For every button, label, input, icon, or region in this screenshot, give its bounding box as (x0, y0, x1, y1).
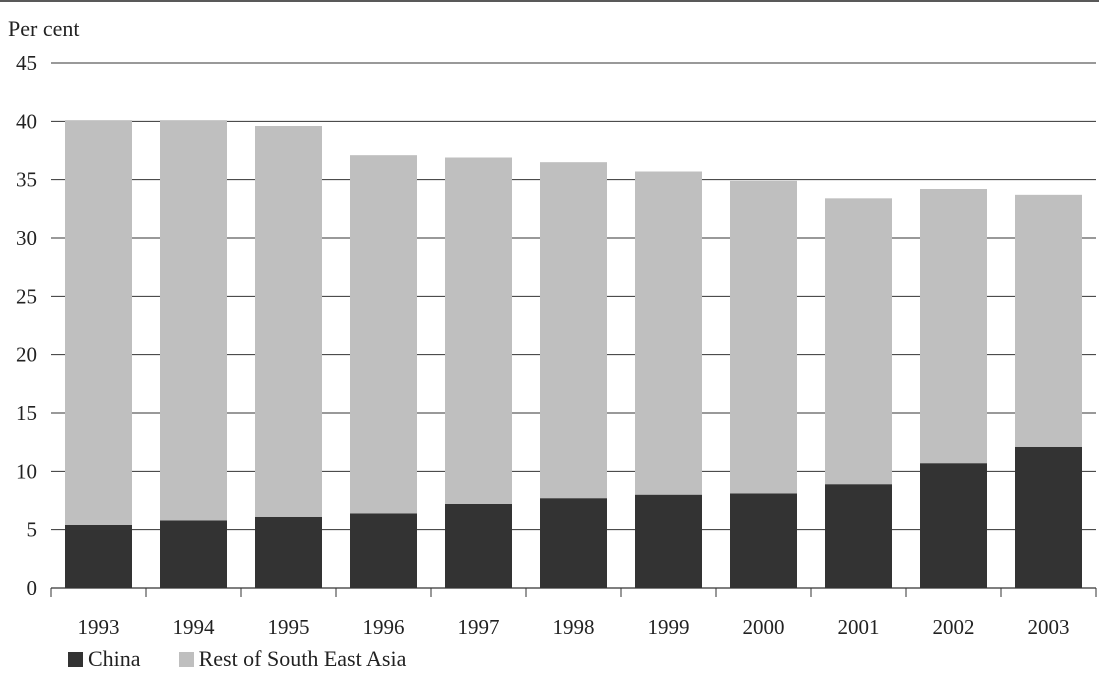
y-tick-label: 25 (16, 284, 37, 308)
bars (65, 120, 1082, 588)
legend-label-china: China (88, 646, 141, 671)
x-tick-label: 2001 (838, 615, 880, 639)
bar-rest-of-south-east-asia-1995 (255, 126, 322, 517)
y-tick-label: 40 (16, 109, 37, 133)
bar-china-1999 (635, 494, 702, 588)
bar-china-2000 (730, 493, 797, 588)
x-tick-label: 1993 (78, 615, 120, 639)
y-axis-title: Per cent (8, 16, 79, 41)
y-tick-label: 30 (16, 226, 37, 250)
x-tick-label: 1997 (458, 615, 500, 639)
x-tick-label: 1996 (363, 615, 405, 639)
bar-china-2003 (1015, 446, 1082, 588)
y-tick-label: 20 (16, 343, 37, 367)
y-tick-label: 35 (16, 168, 37, 192)
x-tick-label: 1999 (648, 615, 690, 639)
x-tick-label: 1994 (173, 615, 216, 639)
legend-item-rest-of-south-east-asia: Rest of South East Asia (178, 646, 407, 671)
bar-china-1998 (540, 498, 607, 588)
x-tick-label: 1995 (268, 615, 310, 639)
x-tick-label: 2000 (743, 615, 785, 639)
y-tick-label: 5 (27, 518, 38, 542)
bar-china-1993 (65, 525, 132, 588)
bar-china-1995 (255, 516, 322, 588)
bar-rest-of-south-east-asia-1993 (65, 120, 132, 526)
y-tick-label: 0 (27, 576, 38, 600)
bar-rest-of-south-east-asia-1996 (350, 155, 417, 514)
bar-china-2001 (825, 484, 892, 588)
legend-swatch-china (68, 651, 83, 667)
legend: China Rest of South East Asia (68, 648, 444, 670)
bar-rest-of-south-east-asia-1998 (540, 162, 607, 499)
tick-labels: 0 5 10 15 20 25 30 35 40 45 1993 1994 1995 1996 1997 19… (16, 51, 1070, 639)
axes (50, 587, 1097, 597)
x-tick-label: 1998 (553, 615, 595, 639)
bar-rest-of-south-east-asia-1994 (160, 120, 227, 521)
x-tick-label: 2002 (933, 615, 975, 639)
legend-swatch-rest-of-south-east-asia (178, 651, 194, 667)
bar-rest-of-south-east-asia-2000 (730, 180, 797, 494)
bar-rest-of-south-east-asia-1999 (635, 171, 702, 495)
bar-china-1996 (350, 513, 417, 588)
bar-china-2002 (920, 463, 987, 588)
legend-label-rest-of-south-east-asia: Rest of South East Asia (198, 646, 407, 671)
bar-china-1994 (160, 520, 227, 588)
bar-rest-of-south-east-asia-2001 (825, 198, 892, 485)
bar-rest-of-south-east-asia-2003 (1015, 194, 1082, 447)
legend-item-china: China (68, 648, 141, 670)
x-tick-label: 2003 (1028, 615, 1070, 639)
y-tick-label: 10 (16, 459, 37, 483)
y-tick-label: 45 (16, 51, 37, 75)
bar-rest-of-south-east-asia-2002 (920, 189, 987, 464)
y-tick-label: 15 (16, 401, 37, 425)
bar-china-1997 (445, 504, 512, 588)
bar-rest-of-south-east-asia-1997 (445, 157, 512, 504)
